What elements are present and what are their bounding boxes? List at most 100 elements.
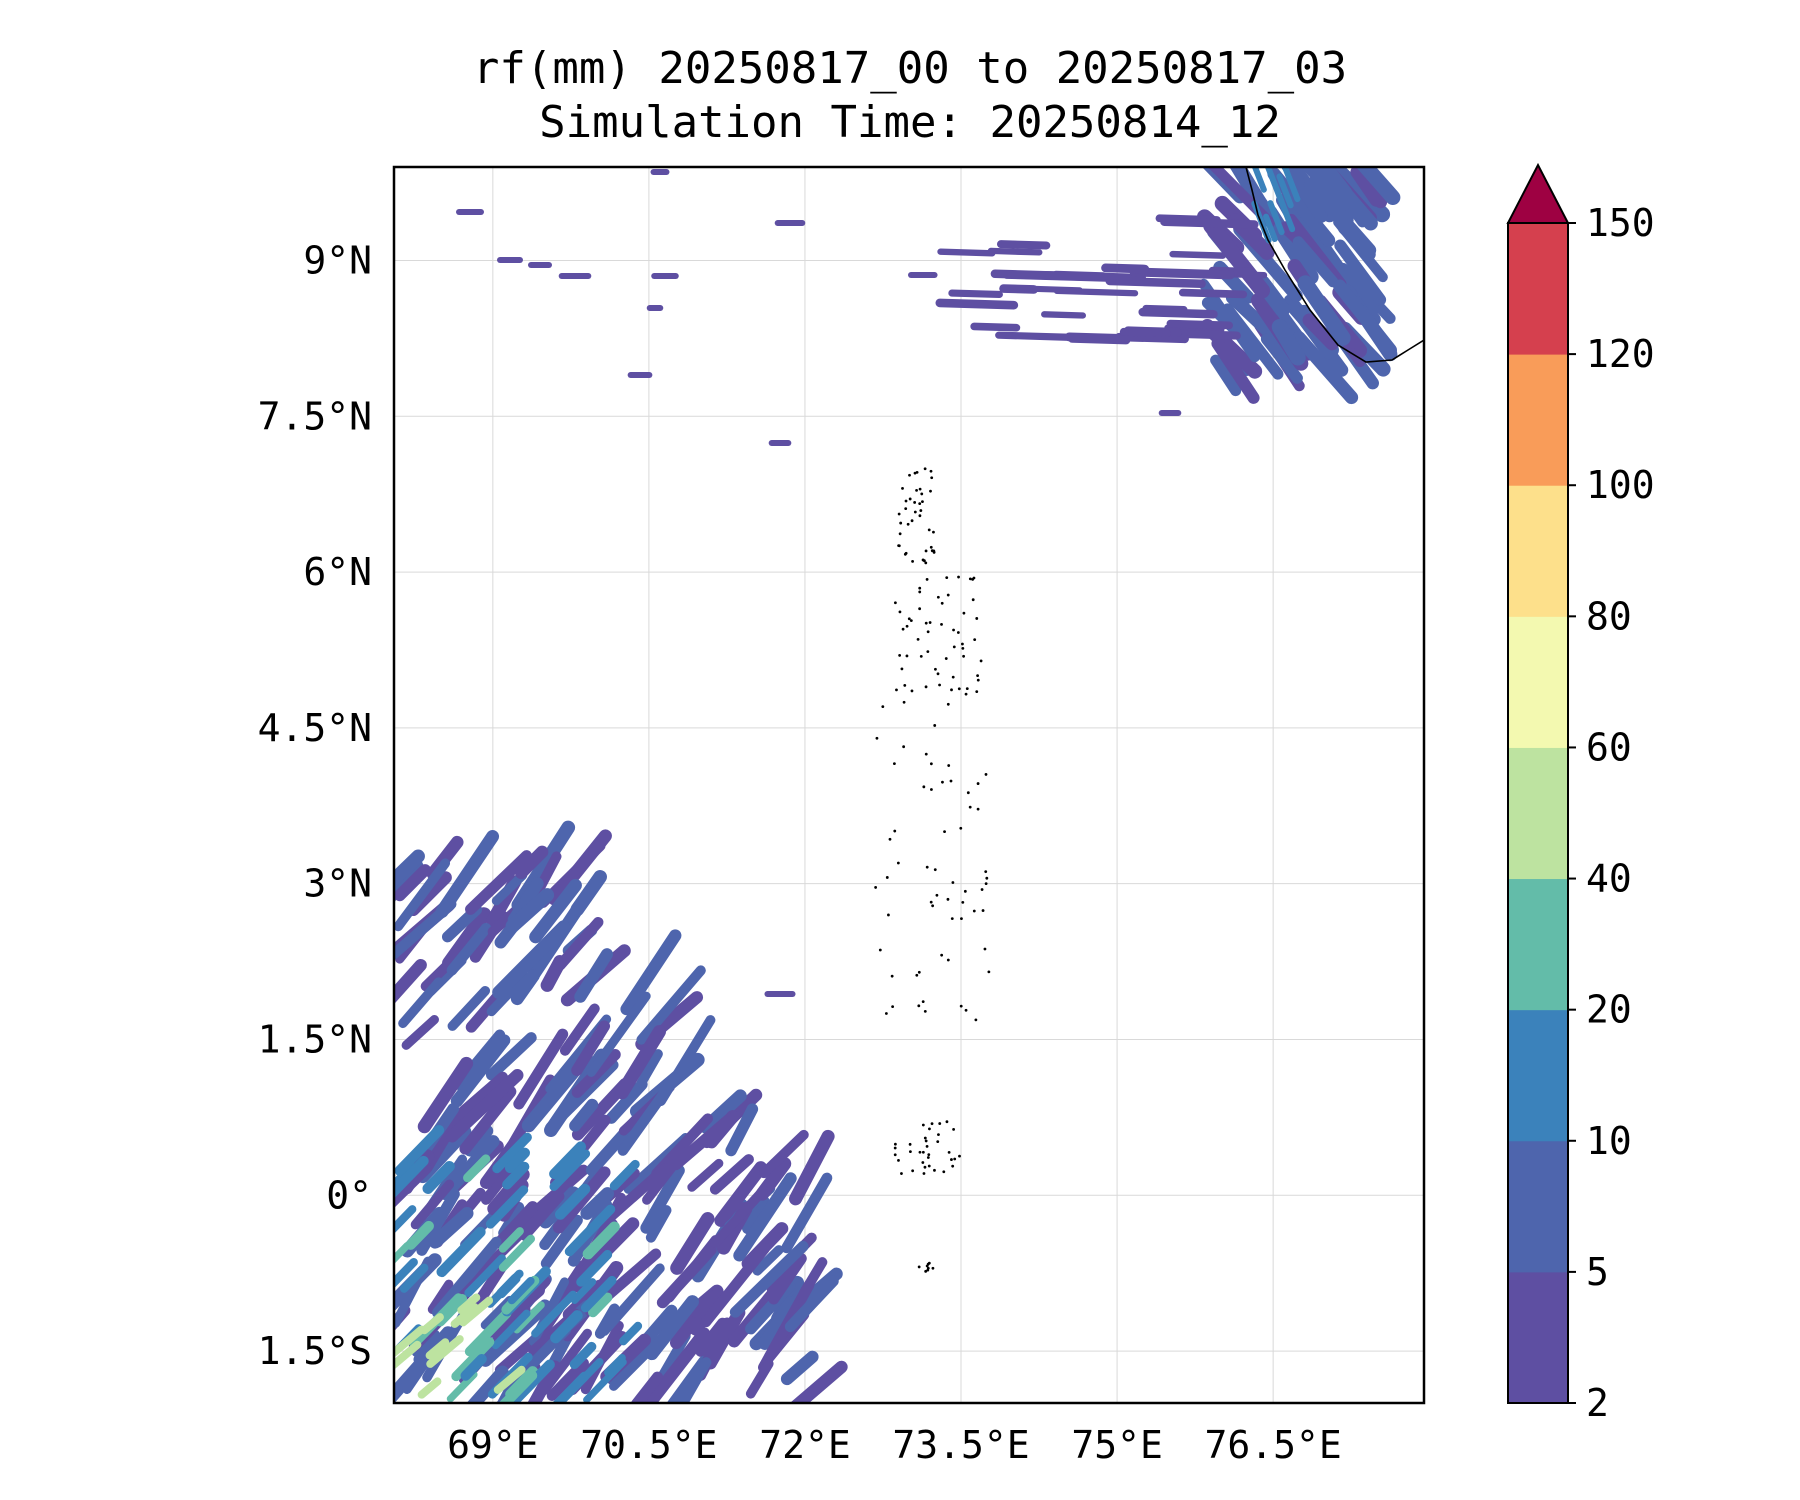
map-frame [392,165,1426,1405]
rain-cell [399,1263,429,1293]
atoll-dot [918,590,922,594]
rain-cell [1203,218,1271,299]
atoll-dot [981,909,985,912]
atoll-dot [930,788,933,791]
rain-cell [700,1243,770,1328]
rain-cell [451,1337,495,1382]
rain-cell [570,1278,597,1304]
rain-cell [619,1321,643,1346]
atoll-dot [976,807,980,811]
rain-cell [1276,192,1296,233]
rain-cell [431,1236,502,1318]
rain-cell [496,1273,521,1299]
atoll-dot [908,1150,912,1154]
atoll-dot [940,601,944,605]
lon-tick-label: 73.5°E [892,1423,1029,1467]
atoll-dot [938,1122,942,1125]
atoll-dot [947,1150,951,1154]
atoll-dot [901,486,904,490]
atoll-dot [924,1269,928,1273]
rain-cell [554,1183,591,1220]
rain-cell [576,1249,613,1287]
rain-cell [605,1078,648,1124]
atoll-dot [936,1140,940,1144]
rain-cell [394,864,431,902]
rain-cell [436,1226,486,1278]
colorbar-segment [1508,1271,1568,1404]
atoll-dot [927,528,931,532]
atoll-dot [944,657,948,660]
rain-cell [463,1154,491,1183]
atoll-dot [962,611,966,615]
rain-cell [678,1357,712,1403]
atoll-dot [973,638,977,641]
atoll-dot [898,610,902,614]
rain-cell [580,1187,615,1220]
atoll-dot [924,621,928,625]
rain-cell [631,1371,664,1403]
atoll-dot [929,469,933,473]
atoll-dot [966,791,970,795]
atoll-dot [921,1000,925,1004]
colorbar-extend-arrow [1506,162,1570,224]
atoll-dot [951,1164,955,1168]
rain-cell [504,1147,530,1174]
atoll-dot [893,829,897,833]
rain-cell [780,1350,819,1386]
rain-cell [435,1294,468,1327]
rain-cell [492,1132,532,1174]
atoll-dot [896,861,900,865]
atoll-dot [908,1142,912,1146]
rain-cell [1101,263,1150,274]
atoll-dot [919,655,923,658]
atoll-dot [921,1123,925,1127]
atoll-dot [946,593,950,597]
atoll-dot [923,1136,927,1140]
atoll-dot [924,685,928,689]
rain-cell [645,1295,699,1361]
rain-cell [1210,354,1242,397]
rain-cell [758,1296,798,1350]
atoll-dot [964,692,968,696]
atoll-dot [932,530,935,534]
rain-cell [620,929,682,1016]
atoll-dot [885,876,889,879]
rain-cell [498,1370,538,1403]
rain-cell [507,1276,535,1305]
colorbar-tick-label: 150 [1586,201,1655,245]
atoll-dot [929,489,932,493]
rain-cell [636,1049,663,1088]
atoll-dot [943,830,946,834]
atoll-dot [929,900,933,904]
rain-cell [435,829,500,918]
rain-cell [549,1141,587,1180]
atoll-dot [941,780,944,784]
atoll-dot [909,619,913,623]
rain-cell [656,1243,717,1309]
atoll-dot [974,1018,978,1022]
colorbar-tick-label: 20 [1586,988,1632,1032]
rain-cell [1138,307,1218,319]
atoll-dot [915,973,919,977]
atoll-dot [898,532,902,536]
atoll-dot [881,705,885,709]
atoll-dot [907,617,911,621]
colorbar-tick-label: 2 [1586,1381,1609,1425]
atoll-dot [888,837,892,841]
rain-cell [546,1357,589,1401]
colorbar-segment [1508,878,1568,1011]
atoll-dot [971,598,975,602]
atoll-dot [918,586,922,590]
rain-cell [1129,267,1235,280]
atoll-dot [960,917,963,921]
atoll-dot [905,624,909,628]
rain-cell [569,1341,597,1370]
rain-cell [447,1071,509,1126]
colorbar-tick-label: 5 [1586,1250,1609,1294]
atoll-dot [918,502,922,506]
atoll-dot [935,893,939,897]
colorbar-segment [1508,485,1568,617]
rain-cell [570,870,607,917]
lon-tick-label: 76.5°E [1205,1423,1342,1467]
colorbar-segment [1508,747,1568,880]
